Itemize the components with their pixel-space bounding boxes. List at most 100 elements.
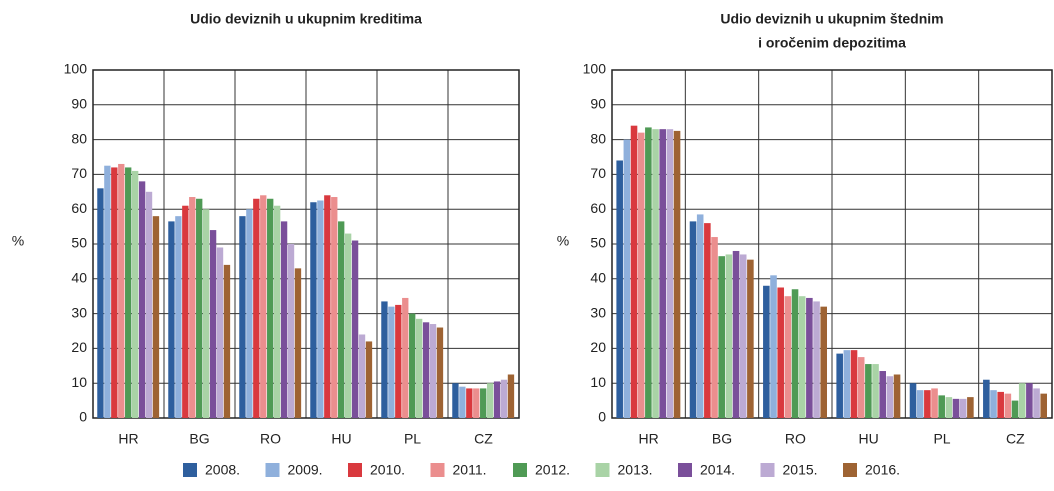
bar: [223, 264, 231, 418]
y-tick-label: 80: [71, 130, 87, 146]
bar: [209, 230, 217, 418]
y-tick-label: 10: [71, 374, 87, 390]
x-tick-label: HU: [331, 431, 351, 447]
bar: [168, 221, 175, 418]
bar: [358, 334, 366, 418]
bar: [945, 397, 953, 418]
bar: [1026, 383, 1033, 418]
y-tick-label: 50: [590, 235, 606, 251]
bar: [725, 254, 733, 418]
bar: [104, 165, 111, 418]
bar: [365, 341, 373, 418]
y-tick-label: 0: [598, 409, 606, 425]
legend-swatch: [265, 463, 280, 477]
bar: [718, 256, 725, 418]
bar: [486, 383, 494, 418]
bar: [338, 221, 345, 418]
legend-swatch: [183, 463, 197, 477]
bar: [673, 130, 681, 418]
bar: [294, 268, 302, 418]
bar: [997, 391, 1004, 418]
bar: [310, 202, 317, 418]
bar: [395, 304, 402, 418]
y-tick-label: 30: [71, 304, 87, 320]
x-tick-label: RO: [260, 431, 281, 447]
bar: [196, 198, 203, 418]
bar: [253, 198, 260, 418]
bar: [452, 383, 459, 418]
x-tick-label: HR: [118, 431, 138, 447]
chart-title: Udio deviznih u ukupnim kreditima: [190, 11, 422, 27]
bar: [879, 371, 886, 418]
plot-frame: [92, 69, 520, 419]
bar: [616, 160, 623, 419]
bar: [813, 301, 820, 418]
bar: [459, 386, 466, 418]
bar: [138, 181, 146, 418]
bar: [493, 381, 501, 418]
x-tick-label: HU: [859, 431, 879, 447]
bar: [886, 376, 894, 418]
bar: [983, 379, 990, 418]
bar: [436, 327, 444, 418]
y-tick-label: 90: [71, 96, 87, 112]
bar: [145, 191, 153, 418]
bar: [689, 221, 697, 418]
legend-label: 2010.: [370, 462, 405, 478]
bar: [415, 318, 423, 418]
x-tick-label: PL: [404, 431, 421, 447]
bar: [952, 398, 960, 418]
bar: [402, 297, 409, 418]
bar: [189, 197, 196, 418]
bar: [777, 287, 784, 418]
plot-frame: [611, 69, 1053, 419]
bar: [125, 167, 132, 418]
bar: [836, 353, 843, 418]
bar: [865, 364, 872, 418]
bar: [806, 297, 813, 418]
legend-label: 2015.: [783, 462, 818, 478]
chart-title: i oročenim depozitima: [758, 35, 906, 51]
bar: [175, 216, 182, 418]
y-tick-label: 90: [590, 96, 606, 112]
bar: [850, 350, 858, 418]
bar: [1033, 388, 1040, 418]
bar: [637, 132, 645, 418]
y-tick-label: 0: [79, 409, 87, 425]
bar: [732, 250, 740, 418]
y-tick-label: 50: [71, 235, 87, 251]
legend-swatch: [595, 463, 610, 477]
bar: [763, 285, 770, 418]
bar: [893, 374, 901, 418]
bar: [1018, 383, 1026, 418]
bar: [500, 379, 508, 418]
bar: [409, 313, 416, 418]
bar: [967, 397, 974, 418]
bar: [857, 357, 865, 418]
y-tick-label: 70: [590, 165, 606, 181]
bar: [798, 296, 806, 418]
bar: [429, 324, 437, 418]
bar: [909, 383, 917, 418]
bar: [182, 205, 189, 418]
bar: [872, 364, 879, 418]
bar: [246, 209, 253, 418]
y-tick-label: 100: [583, 61, 607, 77]
bar: [747, 259, 754, 418]
x-tick-label: RO: [785, 431, 806, 447]
bar: [273, 205, 281, 418]
bar: [422, 322, 430, 418]
bar: [1040, 393, 1047, 418]
bar: [152, 216, 160, 418]
bar: [507, 374, 515, 418]
bar: [711, 237, 718, 418]
bar: [466, 388, 473, 418]
bar: [666, 129, 674, 418]
bar: [704, 223, 711, 418]
x-tick-label: CZ: [1006, 431, 1025, 447]
bar: [791, 289, 799, 418]
bar: [959, 398, 967, 418]
bar: [739, 254, 747, 418]
bar: [990, 390, 997, 418]
